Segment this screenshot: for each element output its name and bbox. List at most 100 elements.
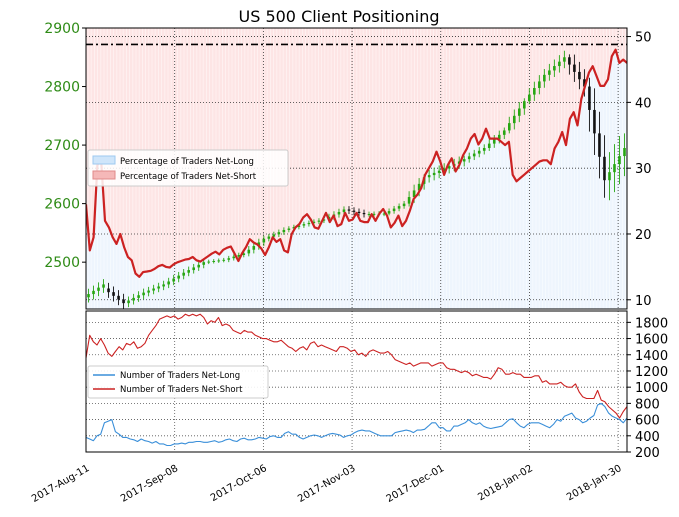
legend-label-net-short: Percentage of Traders Net-Short bbox=[120, 172, 257, 182]
candle-body bbox=[272, 234, 276, 237]
x-tick-label: 2018-Jan-30 bbox=[565, 463, 624, 503]
candle-body bbox=[482, 148, 486, 151]
candle-body bbox=[87, 294, 90, 298]
candle-body bbox=[447, 166, 451, 169]
candle-body bbox=[267, 236, 271, 239]
y-left-tick-label: 2600 bbox=[44, 197, 80, 213]
candle-body bbox=[427, 175, 431, 178]
net-long-area bbox=[86, 49, 627, 309]
candle-body bbox=[603, 156, 606, 181]
candle-body bbox=[487, 143, 491, 149]
candle-body bbox=[608, 172, 611, 181]
candle-body bbox=[112, 292, 115, 296]
candle-body bbox=[237, 254, 241, 257]
x-tick-label: 2017-Oct-06 bbox=[209, 463, 269, 504]
candle-body bbox=[227, 258, 231, 260]
net-short-count-line bbox=[86, 313, 627, 419]
x-tick-label: 2017-Sep-08 bbox=[119, 463, 180, 505]
x-tick-label: 2017-Nov-03 bbox=[296, 463, 357, 505]
candle-body bbox=[492, 139, 496, 144]
candle-body bbox=[202, 262, 206, 265]
candle-body bbox=[217, 260, 221, 262]
x-tick-label: 2017-Dec-01 bbox=[385, 463, 447, 505]
candle-body bbox=[573, 64, 576, 72]
candle-body bbox=[257, 242, 261, 247]
candle-body bbox=[302, 224, 306, 226]
candle-body bbox=[392, 208, 396, 212]
legend-swatch-net-long bbox=[92, 155, 116, 165]
y-right-tick-label-bottom: 1000 bbox=[635, 381, 668, 396]
candle-body bbox=[292, 227, 296, 229]
y-right-tick-label-bottom: 1600 bbox=[635, 333, 668, 348]
candle-body bbox=[312, 221, 316, 223]
candle-body bbox=[613, 164, 616, 173]
candle-body bbox=[462, 159, 466, 162]
candle-body bbox=[357, 211, 361, 213]
y-left-tick-label: 2800 bbox=[44, 80, 80, 96]
y-right-tick-label-bottom: 600 bbox=[635, 414, 660, 429]
candle-body bbox=[553, 66, 556, 71]
candle-body bbox=[402, 203, 406, 207]
candle-body bbox=[543, 74, 546, 82]
candle-body bbox=[102, 284, 105, 288]
candle-body bbox=[287, 228, 291, 230]
candle-body bbox=[177, 275, 180, 279]
candle-body bbox=[232, 256, 236, 259]
candle-body bbox=[152, 288, 155, 291]
candle-body bbox=[382, 213, 386, 215]
candle-body bbox=[563, 57, 566, 62]
top-legend: Percentage of Traders Net-Long Percentag… bbox=[87, 149, 289, 187]
candle-body bbox=[407, 197, 411, 204]
candle-body bbox=[588, 86, 591, 110]
candle-body bbox=[583, 79, 586, 87]
candle-body bbox=[107, 288, 110, 293]
y-left-tick-label: 2900 bbox=[44, 21, 80, 37]
bottom-panel-frame bbox=[85, 310, 628, 453]
candle-body bbox=[548, 70, 551, 75]
bottom-legend: Number of Traders Net-Long Number of Tra… bbox=[87, 365, 269, 399]
candle-body bbox=[277, 232, 281, 235]
candle-body bbox=[157, 286, 160, 289]
candle-body bbox=[367, 214, 371, 216]
candle-body bbox=[397, 206, 401, 209]
candle-body bbox=[558, 61, 561, 67]
candle-body bbox=[618, 156, 621, 165]
candle-body bbox=[442, 168, 446, 171]
candle-body bbox=[533, 88, 536, 95]
legend-swatch-net-short bbox=[92, 170, 116, 180]
candle-body bbox=[167, 281, 170, 285]
candle-body bbox=[197, 264, 201, 268]
candle-body bbox=[502, 130, 506, 135]
candle-body bbox=[512, 115, 516, 124]
x-tick-label: 2017-Aug-11 bbox=[30, 463, 92, 505]
y-left-tick-label: 2700 bbox=[44, 138, 80, 154]
candle-body bbox=[623, 148, 626, 157]
candle-body bbox=[192, 267, 195, 271]
candle-body bbox=[432, 172, 436, 176]
candle-body bbox=[523, 101, 526, 109]
candle-body bbox=[372, 213, 376, 215]
candle-body bbox=[467, 156, 471, 160]
candle-body bbox=[593, 109, 596, 134]
candle-body bbox=[417, 183, 421, 191]
candle-body bbox=[412, 190, 416, 198]
candle-body bbox=[187, 270, 190, 273]
candle-body bbox=[497, 134, 501, 140]
y-right-tick-label: 50 bbox=[635, 31, 652, 46]
candle-body bbox=[207, 261, 211, 263]
candle-body bbox=[212, 260, 216, 262]
x-tick-label: 2018-Jan-02 bbox=[476, 463, 535, 503]
y-right-tick-label-bottom: 1200 bbox=[635, 365, 668, 380]
candle-body bbox=[387, 211, 391, 214]
y-right-tick-label: 40 bbox=[635, 96, 652, 111]
candle-body bbox=[222, 259, 226, 261]
chart-title: US 500 Client Positioning bbox=[238, 7, 439, 26]
y-right-tick-label-bottom: 800 bbox=[635, 397, 660, 412]
candle-body bbox=[182, 272, 185, 276]
candle-body bbox=[362, 212, 366, 215]
candle-body bbox=[92, 290, 95, 295]
candle-body bbox=[137, 295, 140, 298]
y-right-tick-label: 20 bbox=[635, 228, 652, 243]
candle-body bbox=[247, 249, 251, 254]
